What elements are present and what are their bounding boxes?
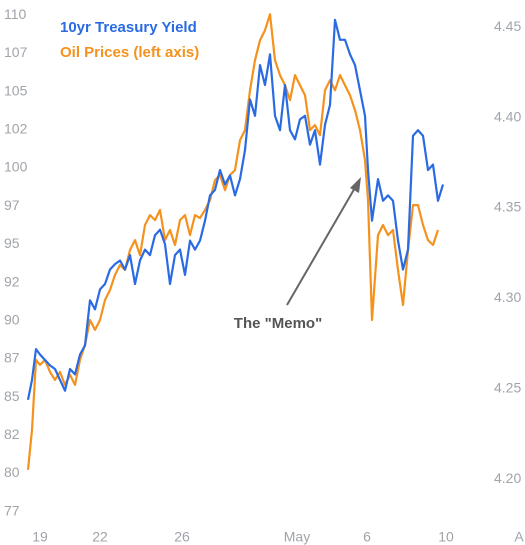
y2-tick-label: 4.30	[494, 289, 521, 305]
y-tick-label: 110	[4, 6, 27, 22]
y-tick-label: 90	[4, 311, 20, 327]
y-tick-label: 82	[4, 426, 20, 442]
y2-tick-label: 4.40	[494, 108, 521, 124]
y-tick-label: 97	[4, 197, 20, 213]
x-tick-label: 26	[174, 529, 190, 545]
x-tick-label: 19	[32, 529, 48, 545]
y-tick-label: 102	[4, 121, 28, 137]
y-tick-label: 80	[4, 464, 20, 480]
y-tick-label: 107	[4, 44, 28, 60]
y2-tick-label: 4.25	[494, 380, 521, 396]
x-tick-label: 10	[438, 529, 454, 545]
y2-tick-label: 4.35	[494, 199, 521, 215]
y-tick-label: 100	[4, 159, 28, 175]
y2-tick-label: 4.45	[494, 18, 521, 34]
series-line	[26, 18, 445, 401]
y-tick-label: 87	[4, 350, 20, 366]
x-tick-label: A	[514, 529, 524, 545]
x-tick-label: 6	[363, 529, 371, 545]
y-tick-label: 105	[4, 82, 28, 98]
x-tick-label: May	[284, 529, 310, 545]
annotation: The "Memo"	[234, 315, 322, 332]
legend-label: Oil Prices (left axis)	[60, 44, 199, 61]
x-tick-label: 22	[92, 529, 108, 545]
y2-tick-label: 4.20	[494, 470, 521, 486]
y-tick-label: 85	[4, 388, 20, 404]
y-tick-label: 95	[4, 235, 20, 251]
annotation-arrowhead	[350, 177, 361, 193]
legend-label: 10yr Treasury Yield	[60, 19, 197, 36]
plot-area	[26, 13, 445, 470]
annotation-arrow	[286, 185, 357, 306]
y-tick-label: 77	[4, 502, 20, 518]
y-tick-label: 92	[4, 273, 20, 289]
series-line	[26, 13, 440, 470]
